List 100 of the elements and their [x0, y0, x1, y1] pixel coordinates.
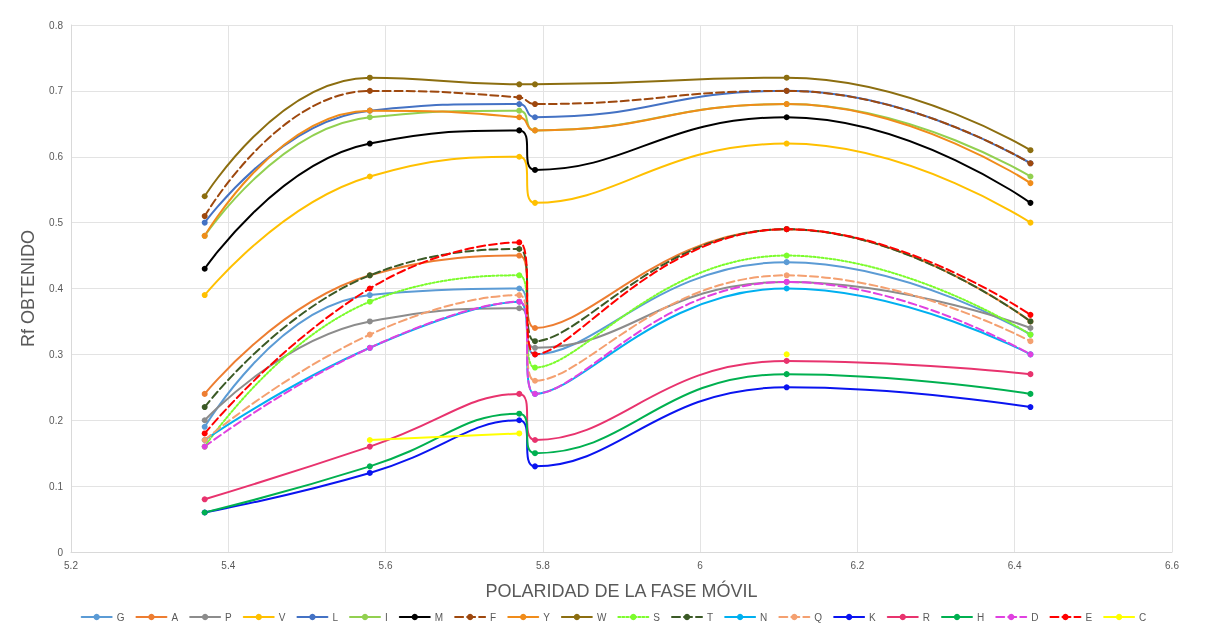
point: [783, 384, 790, 391]
point: [532, 377, 538, 384]
legend-label: I: [385, 611, 388, 623]
legend-label: S: [653, 611, 661, 623]
point: [366, 292, 373, 299]
point: [201, 430, 208, 437]
point: [516, 252, 523, 259]
legend-label: K: [869, 611, 877, 623]
point: [1027, 404, 1034, 411]
x-tick-label: 6: [697, 559, 704, 571]
point: [366, 87, 373, 94]
point: [1027, 338, 1034, 345]
legend-label: D: [1031, 611, 1039, 623]
point: [366, 285, 373, 292]
point: [516, 153, 523, 160]
legend-label: T: [707, 611, 714, 623]
point: [366, 469, 373, 476]
point: [201, 219, 208, 226]
point: [516, 417, 523, 424]
point: [783, 252, 790, 259]
point: [783, 351, 790, 358]
point: [201, 292, 208, 299]
x-tick-label: 5.6: [378, 559, 393, 571]
point: [516, 245, 523, 252]
point: [783, 357, 790, 364]
point: [201, 417, 208, 424]
point: [532, 101, 538, 108]
point: [1027, 311, 1034, 318]
point: [532, 463, 538, 470]
point: [1027, 371, 1034, 378]
point: [532, 81, 538, 88]
point: [201, 193, 208, 200]
point: [366, 140, 373, 147]
point: [783, 371, 790, 378]
point: [516, 430, 523, 437]
point: [201, 404, 208, 411]
point: [532, 364, 538, 371]
point: [516, 127, 523, 134]
point: [532, 450, 538, 457]
point: [201, 423, 208, 430]
legend-label: G: [116, 611, 125, 623]
legend-label: Y: [543, 611, 551, 623]
x-tick-label: 5.2: [64, 559, 79, 571]
legend-label: M: [434, 611, 444, 623]
x-tick-label: 5.4: [221, 559, 236, 571]
y-tick-label: 0.6: [49, 151, 64, 163]
legend-label: H: [977, 611, 985, 623]
point: [783, 114, 790, 121]
point: [532, 114, 538, 121]
point: [366, 114, 373, 121]
point: [532, 199, 538, 206]
point: [201, 390, 208, 397]
point: [516, 114, 523, 121]
y-tick-label: 0.1: [49, 480, 64, 492]
point: [516, 390, 523, 397]
legend-label: N: [760, 611, 768, 623]
y-tick-label: 0.4: [49, 283, 64, 294]
legend-label: W: [596, 611, 607, 623]
point: [366, 463, 373, 470]
point: [516, 410, 523, 417]
point: [366, 443, 373, 450]
point: [532, 344, 538, 351]
point: [783, 272, 790, 279]
point: [516, 285, 523, 292]
legend-label: R: [922, 611, 931, 623]
x-axis-title: POLARIDAD DE LA FASE MÓVIL: [485, 580, 758, 601]
point: [532, 166, 538, 173]
point: [1027, 219, 1034, 226]
point: [516, 94, 523, 101]
point: [783, 259, 790, 266]
point: [366, 331, 373, 338]
y-tick-label: 0: [57, 546, 64, 558]
point: [366, 318, 373, 325]
point: [1027, 180, 1034, 187]
point: [516, 239, 523, 246]
point: [366, 74, 373, 81]
point: [516, 292, 523, 299]
point: [1027, 147, 1034, 154]
y-tick-label: 0.2: [49, 414, 64, 426]
point: [201, 265, 208, 272]
point: [783, 140, 790, 147]
point: [1027, 325, 1034, 332]
point: [1027, 199, 1034, 206]
y-tick-label: 0.5: [49, 217, 64, 229]
y-axis-title: Rf OBTENIDO: [18, 229, 38, 348]
x-tick-label: 6.2: [850, 559, 865, 571]
point: [366, 437, 373, 444]
legend-label: F: [490, 611, 497, 623]
point: [366, 173, 373, 180]
point: [1027, 390, 1034, 397]
x-tick-label: 5.8: [535, 559, 551, 571]
point: [516, 81, 523, 88]
point: [516, 272, 523, 279]
x-tick-label: 6.6: [1165, 559, 1180, 571]
point: [516, 305, 523, 312]
y-tick-label: 0.8: [49, 19, 64, 31]
legend-label: C: [1139, 611, 1147, 623]
y-tick-label: 0.7: [49, 85, 64, 97]
legend-label: Q: [814, 611, 823, 623]
legend-label: A: [171, 611, 179, 623]
